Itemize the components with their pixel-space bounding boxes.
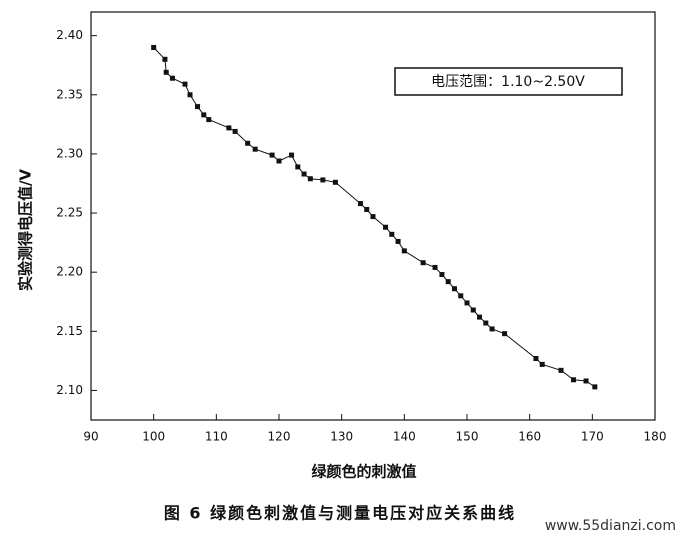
x-tick-label: 100	[142, 430, 165, 444]
data-point	[558, 367, 564, 373]
data-point	[357, 201, 363, 207]
y-tick-label: 2.15	[56, 324, 83, 338]
data-point	[533, 356, 539, 362]
data-point	[252, 146, 258, 152]
data-point	[464, 300, 470, 306]
x-tick-label: 130	[330, 430, 353, 444]
y-tick-label: 2.10	[56, 383, 83, 397]
data-point	[370, 214, 376, 220]
data-point	[458, 293, 464, 299]
y-axis-label: 实验测得电压值/V	[17, 169, 35, 291]
x-tick-label: 140	[393, 430, 416, 444]
data-point	[162, 56, 168, 62]
data-point	[269, 152, 275, 158]
x-tick-label: 110	[205, 430, 228, 444]
data-point	[195, 104, 201, 110]
data-point	[187, 92, 193, 98]
x-tick-label: 180	[644, 430, 667, 444]
data-point	[169, 75, 175, 81]
data-point	[451, 286, 457, 292]
data-point	[592, 384, 598, 390]
y-tick-label: 2.30	[56, 146, 83, 160]
data-point	[307, 176, 313, 182]
data-point	[276, 158, 282, 164]
data-point	[151, 44, 157, 50]
data-line	[153, 47, 596, 388]
data-point	[483, 320, 489, 326]
data-point	[295, 164, 301, 170]
watermark: www.55dianzi.com	[545, 518, 676, 534]
data-point	[489, 326, 495, 332]
data-point	[364, 206, 370, 212]
data-point	[502, 331, 508, 337]
data-point	[201, 112, 207, 118]
data-point	[320, 177, 326, 183]
data-point	[332, 179, 338, 185]
plot-frame	[90, 11, 656, 421]
data-point	[401, 248, 407, 254]
y-tick-label: 2.40	[56, 28, 83, 42]
y-tick-label: 2.35	[56, 87, 83, 101]
data-point	[289, 152, 295, 158]
data-point	[245, 140, 251, 146]
annotation: 电压范围：1.10~2.50V	[431, 73, 585, 90]
data-point	[182, 81, 188, 87]
data-point	[206, 117, 212, 123]
data-point	[583, 378, 589, 384]
data-point	[571, 377, 577, 383]
data-point	[420, 260, 426, 266]
data-point	[383, 224, 389, 230]
y-tick-label: 2.25	[56, 206, 83, 220]
x-axis-label: 绿颜色的刺激值	[311, 463, 416, 481]
data-point	[301, 171, 307, 177]
x-tick-label: 150	[456, 430, 479, 444]
data-point	[389, 231, 395, 237]
data-point	[395, 238, 401, 244]
data-point	[163, 69, 169, 75]
data-point	[439, 272, 445, 278]
data-point	[232, 128, 238, 134]
data-point	[477, 314, 483, 320]
x-tick-label: 120	[268, 430, 291, 444]
data-point	[445, 279, 451, 285]
x-tick-label: 170	[581, 430, 604, 444]
x-tick-label: 90	[83, 430, 98, 444]
data-point	[226, 125, 232, 131]
data-point	[470, 307, 476, 313]
data-point	[539, 361, 545, 367]
x-tick-label: 160	[518, 430, 541, 444]
annotation-box	[394, 67, 623, 96]
caption: 图 6 绿颜色刺激值与测量电压对应关系曲线	[164, 504, 516, 523]
data-point	[432, 264, 438, 270]
y-tick-label: 2.20	[56, 265, 83, 279]
